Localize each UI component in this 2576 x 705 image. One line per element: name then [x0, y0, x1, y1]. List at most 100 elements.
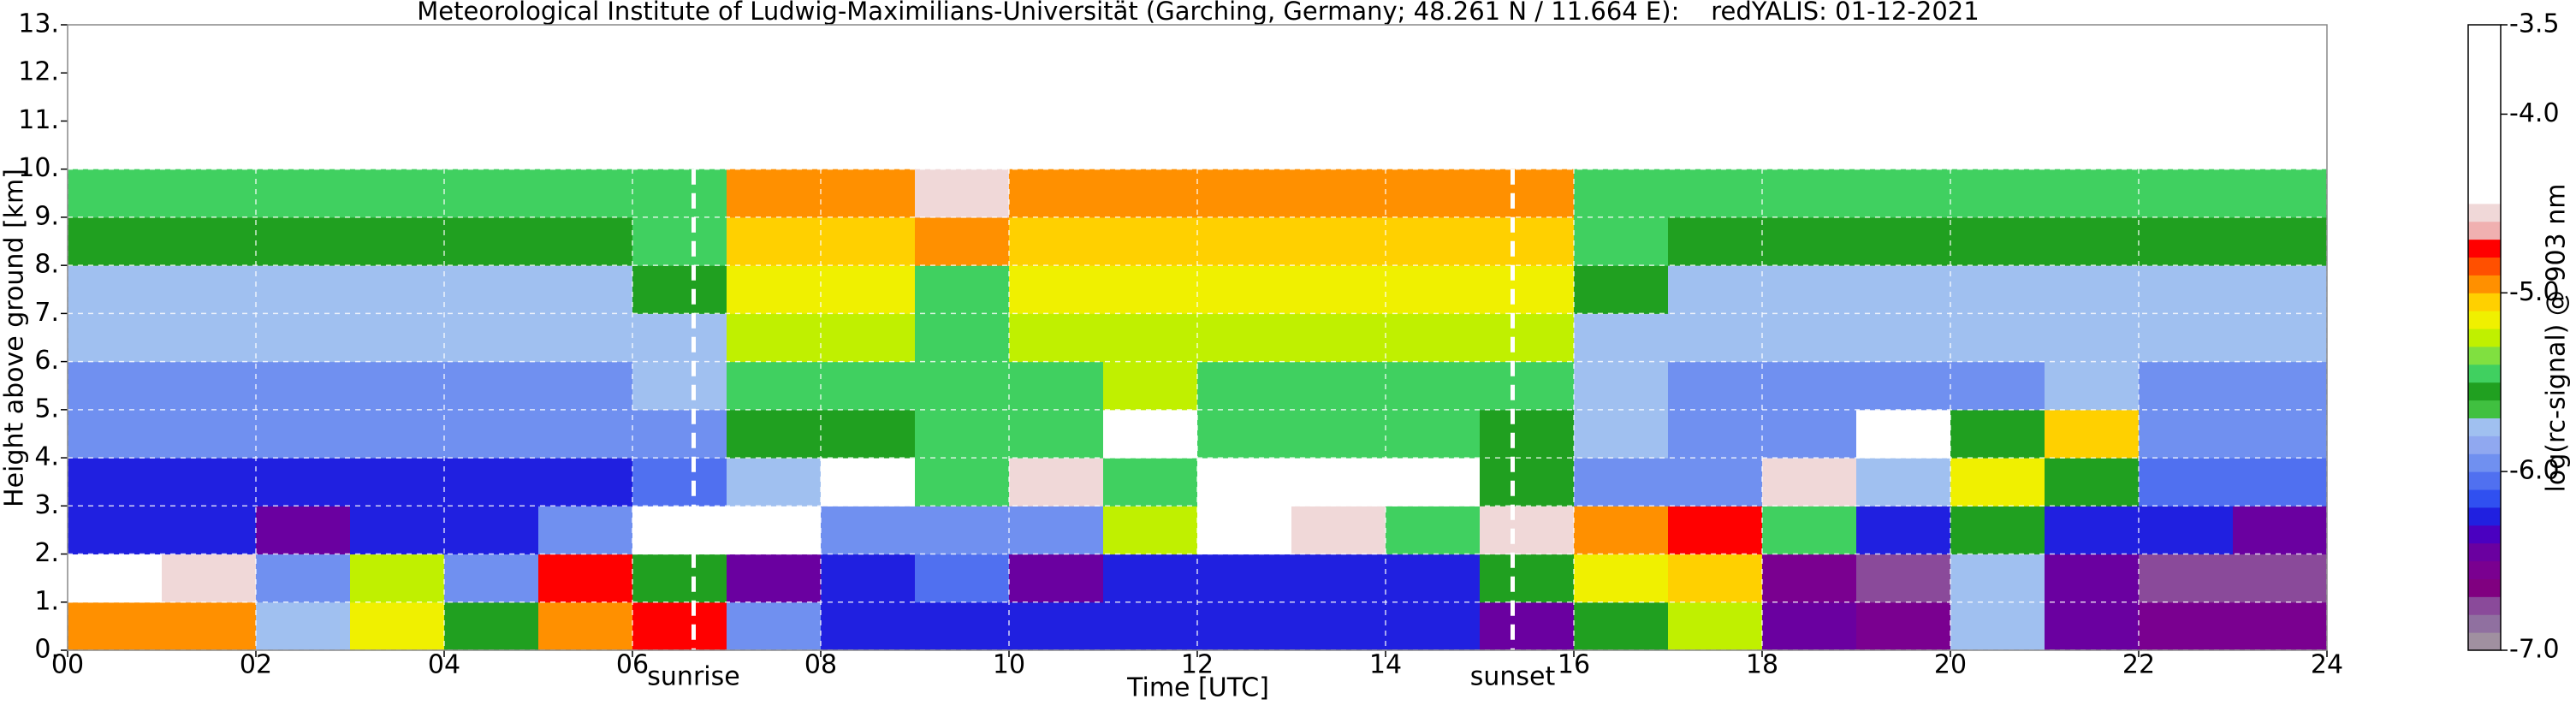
heatmap-cell [162, 313, 257, 363]
heatmap-cell [1291, 313, 1386, 363]
heatmap-cell [162, 506, 257, 555]
heatmap-cell [1386, 506, 1481, 555]
heatmap-cell [632, 169, 727, 218]
heatmap-cell [1574, 361, 1669, 411]
heatmap-cell [1762, 409, 1857, 459]
heatmap-cell [1668, 169, 1763, 218]
annotation-label: sunrise [647, 662, 739, 692]
heatmap-cell [1103, 265, 1198, 314]
x-tick-label: 22 [2122, 650, 2155, 680]
heatmap-cell [68, 313, 163, 363]
heatmap-cell [68, 458, 163, 507]
heatmap-cell [821, 361, 916, 411]
heatmap-cell [1103, 554, 1198, 603]
heatmap-cell [632, 409, 727, 459]
heatmap-cell [1950, 458, 2045, 507]
heatmap-cell [1856, 601, 1951, 651]
heatmap-cell [2045, 313, 2140, 363]
heatmap-cell [68, 361, 163, 411]
heatmap-cell [821, 554, 916, 603]
heatmap-cell [727, 169, 822, 218]
heatmap-cell [1856, 458, 1951, 507]
heatmap-cell [821, 265, 916, 314]
heatmap-cell [1668, 554, 1763, 603]
heatmap-cell [2233, 361, 2328, 411]
heatmap-cell [1386, 216, 1481, 266]
y-tick-label: 13. [18, 9, 59, 39]
heatmap-cell [1668, 216, 1763, 266]
heatmap-cell [1480, 169, 1575, 218]
heatmap-cell [350, 554, 445, 603]
heatmap-cell [727, 361, 822, 411]
heatmap-cell [1480, 506, 1575, 555]
heatmap-cell [2139, 313, 2234, 363]
heatmap-cell [1762, 554, 1857, 603]
heatmap-cell [1480, 601, 1575, 651]
heatmap-cell [1103, 313, 1198, 363]
heatmap-cell [1668, 361, 1763, 411]
colorbar-segment [2468, 257, 2501, 275]
heatmap-cell [1197, 506, 1292, 555]
heatmap-cell [1291, 409, 1386, 459]
heatmap-cell [1574, 506, 1669, 555]
heatmap-cell [256, 313, 351, 363]
heatmap-cell [1291, 506, 1386, 555]
chart-title: Meteorological Institute of Ludwig-Maxim… [417, 0, 1979, 26]
heatmap-cell [2045, 409, 2140, 459]
heatmap-cell [2139, 506, 2234, 555]
colorbar-segment [2468, 364, 2501, 383]
heatmap-cell [915, 458, 1010, 507]
heatmap-cell [1103, 361, 1198, 411]
x-tick-label: 02 [240, 650, 272, 680]
heatmap-cell [2233, 554, 2328, 603]
heatmap-cell [1386, 361, 1481, 411]
heatmap-cell [1103, 601, 1198, 651]
heatmap-cell [1009, 169, 1104, 218]
heatmap-cell [350, 506, 445, 555]
heatmap-cell [821, 313, 916, 363]
heatmap-cell [632, 265, 727, 314]
heatmap-cell [1291, 458, 1386, 507]
heatmap-cell [632, 216, 727, 266]
colorbar-segment [2468, 239, 2501, 258]
heatmap-cell [915, 506, 1010, 555]
heatmap-cell [1668, 313, 1763, 363]
heatmap-cell [350, 361, 445, 411]
heatmap-cell [1856, 265, 1951, 314]
heatmap-cell [1009, 554, 1104, 603]
heatmap-cell [350, 409, 445, 459]
y-axis-label: Height above ground [km] [0, 169, 30, 507]
heatmap-cell [1009, 313, 1104, 363]
colorbar-segment [2468, 453, 2501, 472]
heatmap-cell [915, 313, 1010, 363]
heatmap-cell [1197, 313, 1292, 363]
heatmap-cell [162, 554, 257, 603]
annotation-label: sunset [1470, 662, 1556, 692]
heatmap-cell [821, 169, 916, 218]
heatmap-cell [1386, 601, 1481, 651]
heatmap-cell [256, 361, 351, 411]
colorbar-segment [2468, 25, 2501, 44]
colorbar-segment [2468, 560, 2501, 579]
heatmap-cell [1950, 601, 2045, 651]
heatmap-cell [915, 554, 1010, 603]
heatmap-cell [1009, 409, 1104, 459]
colorbar-segment [2468, 435, 2501, 454]
colorbar-segment [2468, 114, 2501, 133]
heatmap-cell [162, 216, 257, 266]
y-tick-label: 6. [34, 346, 59, 376]
heatmap-cell [444, 216, 539, 266]
heatmap-cell [256, 216, 351, 266]
heatmap-cell [2045, 169, 2140, 218]
heatmap-cell [1386, 265, 1481, 314]
x-tick-label: 10 [993, 650, 1025, 680]
heatmap-cell [2139, 216, 2234, 266]
heatmap-cell [1762, 313, 1857, 363]
colorbar-segment [2468, 203, 2501, 222]
heatmap-cell [632, 554, 727, 603]
heatmap-cell [727, 409, 822, 459]
heatmap-cell [444, 506, 539, 555]
heatmap-cell [2139, 409, 2234, 459]
colorbar-tick-label: -4.0 [2509, 98, 2560, 128]
